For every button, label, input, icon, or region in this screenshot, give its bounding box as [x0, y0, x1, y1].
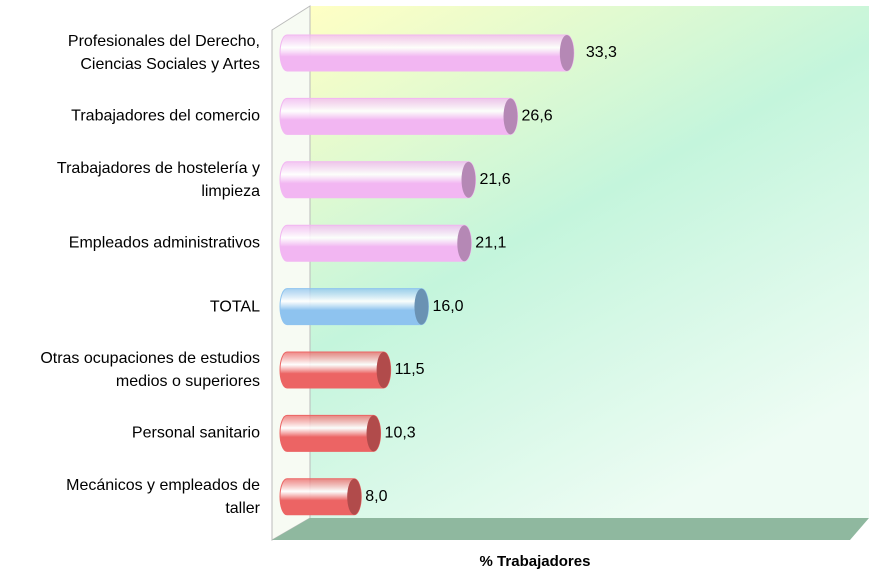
bar [279, 97, 519, 135]
bar-cap [461, 161, 476, 198]
bar-cap [376, 352, 391, 388]
bar-cap-shade [461, 161, 476, 198]
bar-cap [347, 478, 362, 515]
value-label: 21,6 [480, 171, 511, 188]
value-label: 11,5 [395, 361, 425, 378]
bar-cap-shade [414, 288, 429, 325]
bar [279, 34, 575, 72]
category-label: Profesionales del Derecho, Ciencias Soci… [67, 33, 260, 73]
bar-cap [503, 98, 518, 135]
value-label: 16,0 [432, 298, 463, 315]
category-label: Trabajadores del comercio [71, 107, 260, 125]
value-label: 10,3 [385, 425, 416, 442]
bar [279, 224, 472, 262]
category-label: TOTAL [209, 298, 260, 316]
bar [279, 288, 429, 326]
value-label: 8,0 [365, 488, 387, 505]
bar-cap [366, 415, 381, 452]
x-axis-label: % Trabajadores [480, 553, 591, 570]
bar-cap-shade [457, 225, 472, 262]
bar-cap-shade [347, 478, 362, 515]
bar [279, 414, 382, 452]
bar-cap-shade [376, 352, 391, 388]
category-label: Otras ocupaciones de estudios medios o s… [40, 350, 260, 390]
category-label: Trabajadores de hostelería y limpieza [56, 159, 260, 200]
bar-cap-shade [503, 98, 518, 135]
bar-cap [414, 288, 429, 325]
value-label: 26,6 [522, 108, 553, 125]
value-label: 33,3 [586, 44, 617, 61]
value-label: 21,1 [475, 234, 506, 251]
side-wall [271, 5, 311, 541]
bar-cap-shade [366, 415, 381, 452]
bar-cap [559, 35, 574, 71]
category-label: Mecánicos y empleados de taller [66, 476, 260, 517]
bar [279, 161, 477, 199]
bar-cap-shade [559, 35, 574, 71]
bar [279, 351, 392, 389]
floor [272, 518, 869, 540]
bar-cap [457, 225, 472, 262]
category-label: Empleados administrativos [68, 234, 260, 252]
category-label: Personal sanitario [131, 424, 260, 442]
